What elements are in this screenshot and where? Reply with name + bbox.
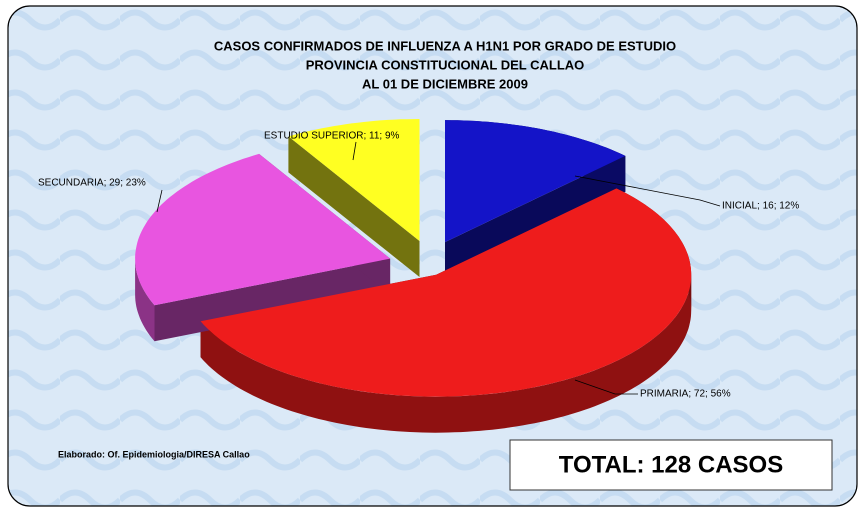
slice-wall — [135, 258, 155, 342]
slice-side — [445, 155, 626, 279]
slice: ESTUDIO SUPERIOR — [288, 119, 420, 241]
frame — [7, 5, 858, 507]
chart-title: CASOS CONFIRMADOS DE INFLUENZA A H1N1 PO… — [214, 38, 676, 53]
slice-side — [288, 136, 420, 277]
leader-line — [156, 189, 163, 213]
slice: PRIMARIA — [200, 188, 692, 397]
leader-line — [574, 379, 638, 395]
leader-line — [574, 175, 721, 207]
total-box — [509, 439, 833, 491]
slice: INICIAL — [445, 120, 626, 243]
slice-wall — [200, 274, 692, 433]
labels: INICIAL; 16; 12% PRIMARIA; 72; 56% SECUNDA… — [38, 131, 799, 400]
leader-line — [352, 141, 357, 161]
pie: INICIALPRIMARIASECUNDARIAESTUDIO SUPERIO… — [135, 119, 692, 433]
total-text: TOTAL: 128 CASOS — [559, 451, 783, 478]
chart-title: PROVINCIA CONSTITUCIONAL DEL CALLAO — [306, 57, 585, 72]
data-label: INICIAL; 16; 12% — [722, 201, 799, 212]
chart-title: AL 01 DE DICIEMBRE 2009 — [362, 76, 528, 91]
slice: SECUNDARIA — [135, 153, 391, 306]
source-note: Elaborado: Of. Epidemiologia/DIRESA Call… — [58, 449, 250, 459]
data-label: SECUNDARIA; 29; 23% — [38, 178, 146, 189]
data-label: PRIMARIA; 72; 56% — [640, 389, 731, 400]
data-label: ESTUDIO SUPERIOR; 11; 9% — [264, 131, 400, 142]
